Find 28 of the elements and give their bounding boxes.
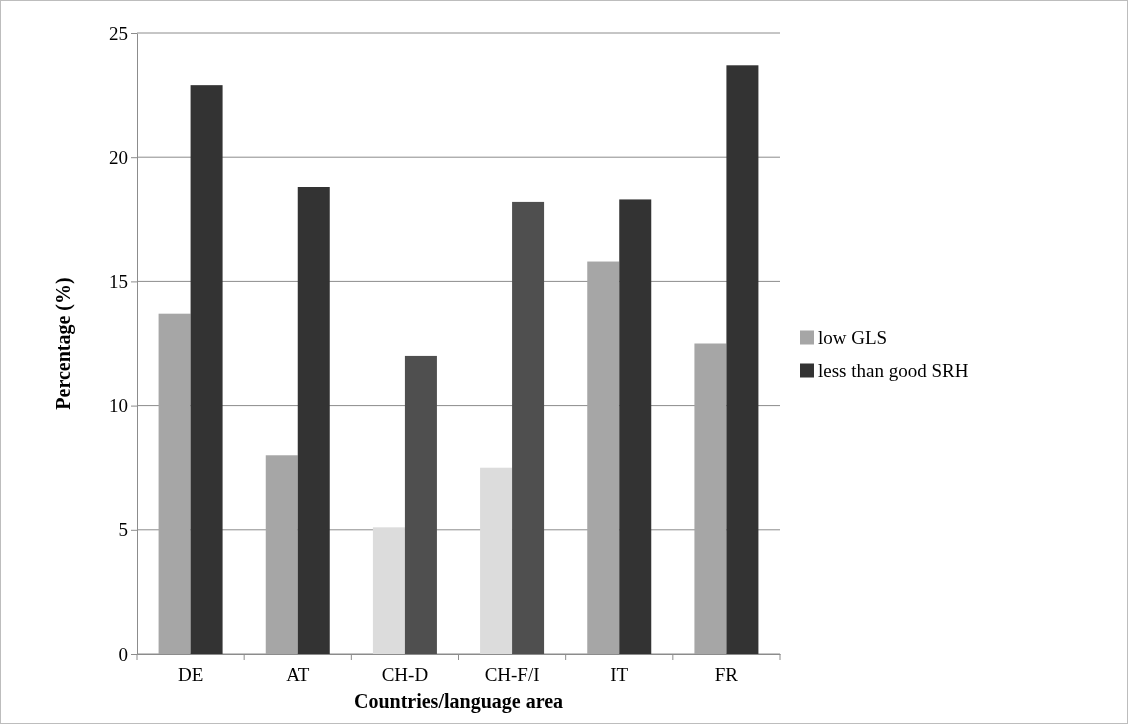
- y-tick-label: 10: [109, 395, 128, 417]
- y-tick-label: 5: [118, 519, 128, 541]
- y-tick-label: 20: [109, 146, 128, 168]
- bar: [587, 261, 620, 654]
- x-axis-title: Countries/language area: [353, 690, 564, 713]
- y-tick-label: 25: [109, 22, 128, 44]
- bar: [404, 355, 437, 654]
- x-tick-label: IT: [610, 664, 629, 686]
- y-axis-title: Percentage (%): [52, 277, 75, 410]
- bar: [190, 85, 223, 654]
- bar: [726, 65, 759, 654]
- bar: [297, 187, 330, 654]
- x-tick-label: CH-D: [381, 664, 429, 686]
- x-tick-label: CH-F/I: [484, 664, 540, 686]
- bar: [158, 313, 191, 654]
- bar: [619, 199, 652, 654]
- bar: [480, 467, 513, 654]
- legend-label: low GLS: [818, 326, 888, 348]
- bar: [512, 201, 545, 654]
- y-tick-label: 15: [109, 270, 128, 292]
- x-tick-label: FR: [714, 664, 739, 686]
- legend-label: less than good SRH: [818, 359, 969, 381]
- bar: [372, 527, 405, 654]
- x-tick-label: AT: [286, 664, 310, 686]
- bar: [265, 455, 298, 654]
- x-tick-label: DE: [177, 664, 204, 686]
- y-tick-label: 0: [118, 643, 128, 665]
- bar: [694, 343, 727, 654]
